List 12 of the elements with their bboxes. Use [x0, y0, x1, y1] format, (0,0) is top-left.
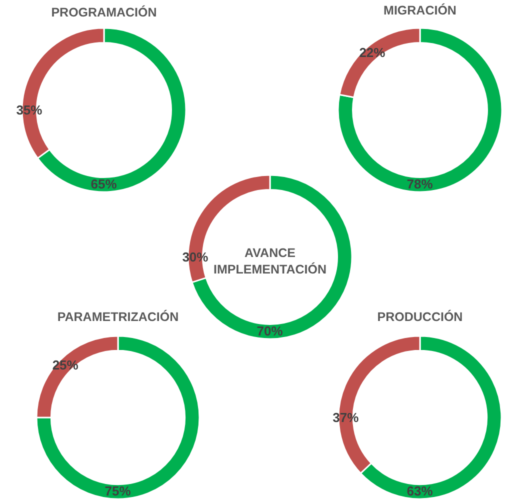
- data-label: 75%: [104, 484, 132, 499]
- chart-title: PARAMETRIZACIÓN: [57, 308, 179, 324]
- data-label: 70%: [256, 324, 284, 339]
- text: AVANCE IMPLEMENTACIÓN: [214, 246, 326, 276]
- chart-title: PROGRAMACIÓN: [51, 4, 157, 20]
- chart-title: PRODUCCIÓN: [377, 308, 463, 324]
- data-label: 63%: [406, 484, 434, 499]
- chart-title: MIGRACIÓN: [384, 2, 456, 18]
- data-label: 78%: [406, 176, 434, 192]
- donut-slice: [36, 335, 200, 499]
- donut-slice: [337, 27, 503, 193]
- data-label: 65%: [90, 176, 118, 192]
